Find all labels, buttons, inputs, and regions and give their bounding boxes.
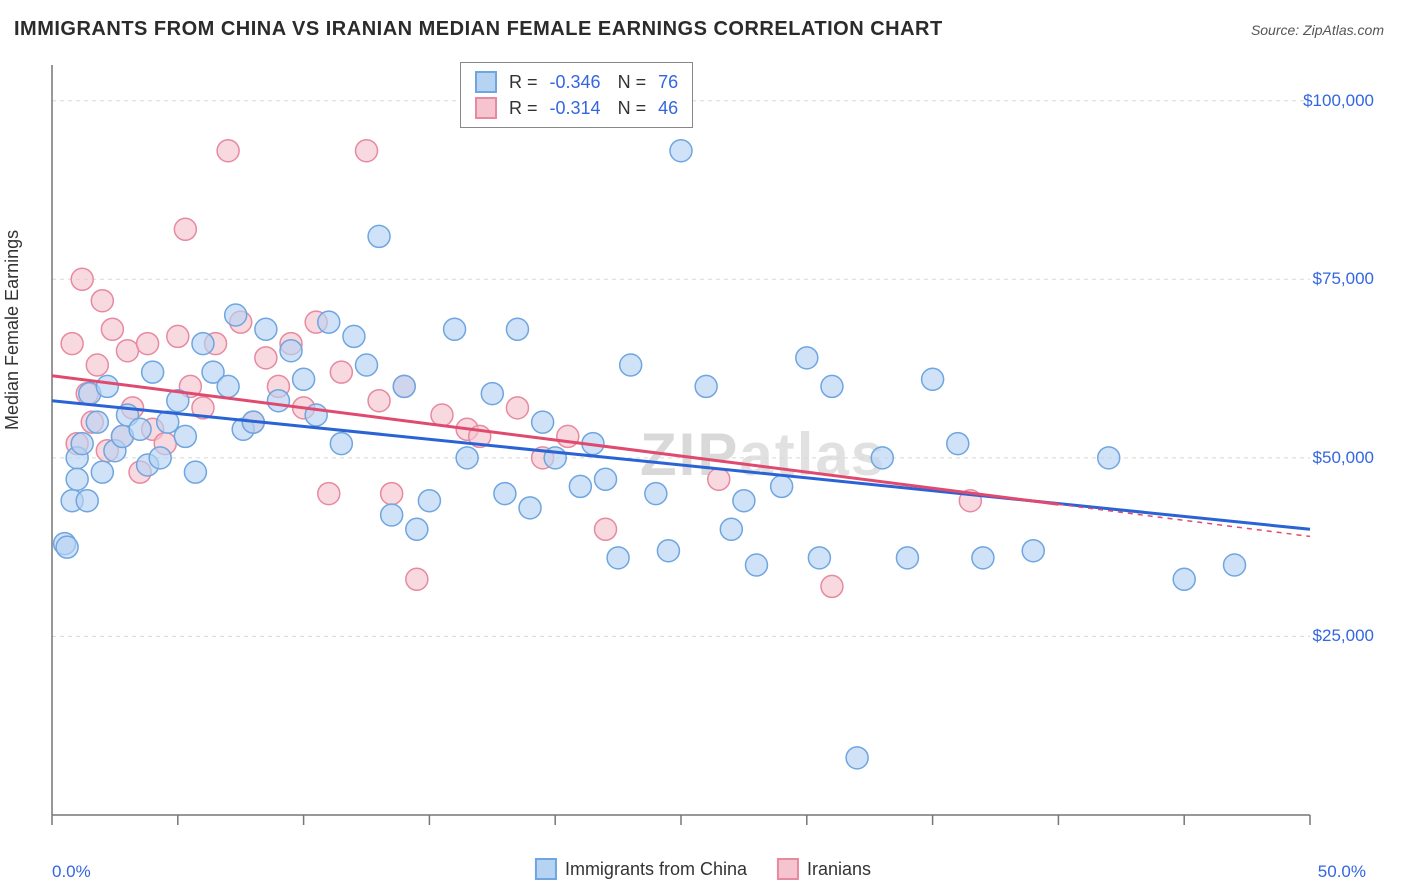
- x-axis-min-label: 0.0%: [52, 862, 91, 882]
- y-tick-label: $75,000: [1313, 269, 1374, 289]
- legend-item-series-0: Immigrants from China: [535, 858, 747, 880]
- y-axis-label: Median Female Earnings: [2, 230, 23, 430]
- swatch-icon: [535, 858, 557, 880]
- scatter-chart: [40, 55, 1370, 850]
- x-axis-max-label: 50.0%: [1318, 862, 1366, 882]
- legend-item-series-1: Iranians: [777, 858, 871, 880]
- legend-row-series-0: R =-0.346 N =76: [475, 69, 678, 95]
- correlation-legend: R =-0.346 N =76 R =-0.314 N =46: [460, 62, 693, 128]
- series-legend: Immigrants from China Iranians: [535, 858, 871, 880]
- legend-label: Immigrants from China: [565, 859, 747, 880]
- legend-label: Iranians: [807, 859, 871, 880]
- chart-title: IMMIGRANTS FROM CHINA VS IRANIAN MEDIAN …: [14, 18, 943, 41]
- swatch-series-0: [475, 71, 497, 93]
- source-label: Source: ZipAtlas.com: [1251, 22, 1384, 38]
- y-tick-label: $100,000: [1303, 91, 1374, 111]
- y-tick-label: $25,000: [1313, 626, 1374, 646]
- legend-row-series-1: R =-0.314 N =46: [475, 95, 678, 121]
- swatch-series-1: [475, 97, 497, 119]
- swatch-icon: [777, 858, 799, 880]
- y-tick-label: $50,000: [1313, 448, 1374, 468]
